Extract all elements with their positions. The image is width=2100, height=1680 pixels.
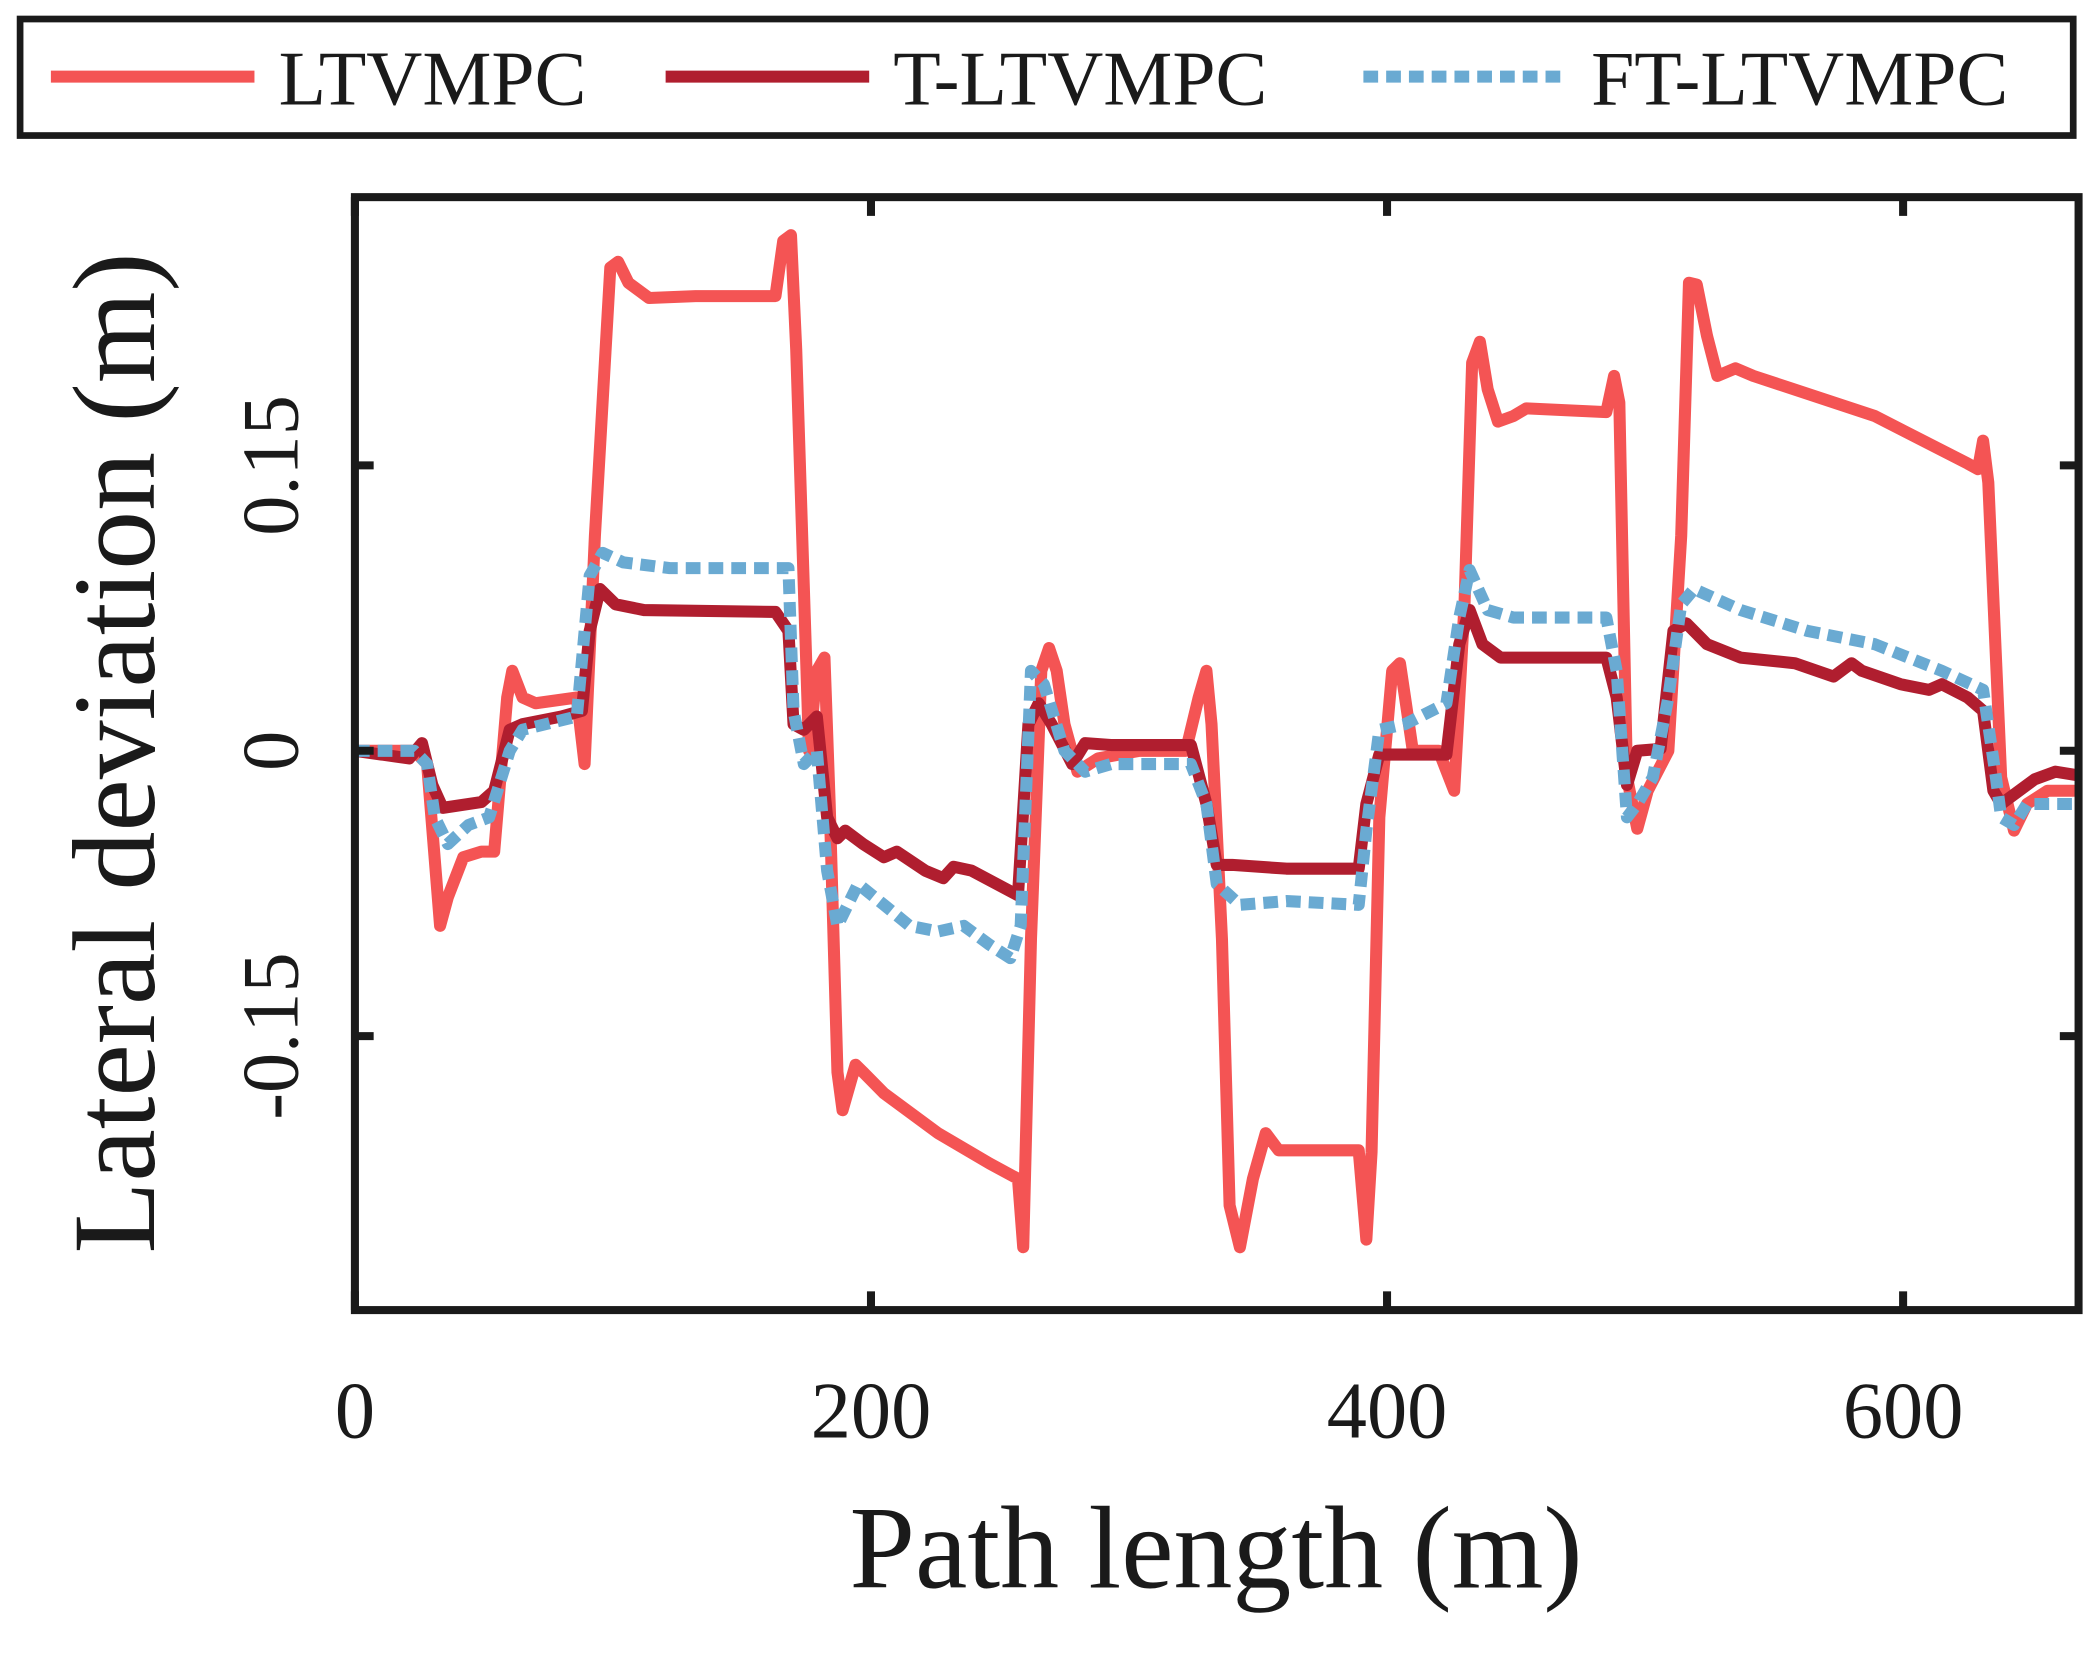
series-line-t-ltvmpc <box>354 582 2080 902</box>
ticks: 0 200 400 600 -0.15 0 0.15 <box>226 197 2079 1455</box>
series-layer <box>354 229 2080 1254</box>
x-tick-label: 0 <box>335 1366 375 1455</box>
x-tick-label: 400 <box>1327 1366 1448 1455</box>
y-tick-label: 0.15 <box>226 395 315 536</box>
series-line-ft-ltvmpc <box>354 546 2079 965</box>
legend-label-ft-ltvmpc: FT-LTVMPC <box>1591 36 2008 122</box>
y-tick-label: 0 <box>226 731 315 771</box>
legend-box <box>16 15 2077 139</box>
x-tick-label: 200 <box>811 1366 932 1455</box>
series-line-ltvmpc <box>354 229 2079 1254</box>
x-axis-label: Path length (m) <box>850 1483 1583 1613</box>
x-tick-label: 600 <box>1843 1366 1964 1455</box>
y-tick-label: -0.15 <box>226 952 315 1119</box>
y-axis-label: Lateral deviation (m) <box>50 252 180 1253</box>
legend: LTVMPC T-LTVMPC FT-LTVMPC <box>50 36 2008 122</box>
legend-label-ltvmpc: LTVMPC <box>279 36 587 122</box>
legend-label-t-ltvmpc: T-LTVMPC <box>893 36 1267 122</box>
